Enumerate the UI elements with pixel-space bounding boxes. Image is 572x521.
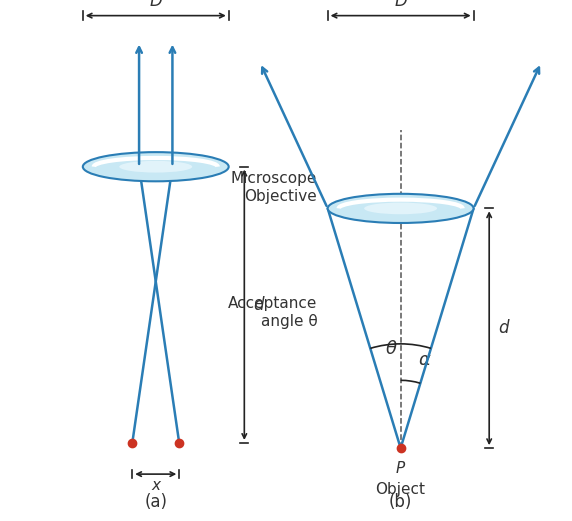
Text: α: α bbox=[418, 352, 430, 369]
Text: Acceptance
angle θ: Acceptance angle θ bbox=[228, 296, 317, 329]
Ellipse shape bbox=[364, 203, 437, 214]
Ellipse shape bbox=[83, 152, 229, 181]
Text: P: P bbox=[396, 461, 405, 476]
Text: (b): (b) bbox=[389, 492, 412, 511]
Text: θ: θ bbox=[386, 340, 397, 358]
Text: d: d bbox=[254, 296, 264, 314]
Ellipse shape bbox=[328, 194, 474, 223]
Ellipse shape bbox=[120, 161, 192, 172]
Text: Object: Object bbox=[376, 482, 426, 497]
Text: (a): (a) bbox=[144, 492, 167, 511]
Text: Microscope
Objective: Microscope Objective bbox=[231, 171, 317, 204]
Text: D: D bbox=[149, 0, 162, 10]
Text: d: d bbox=[499, 319, 509, 337]
Text: D: D bbox=[394, 0, 407, 10]
Text: x: x bbox=[151, 478, 160, 493]
